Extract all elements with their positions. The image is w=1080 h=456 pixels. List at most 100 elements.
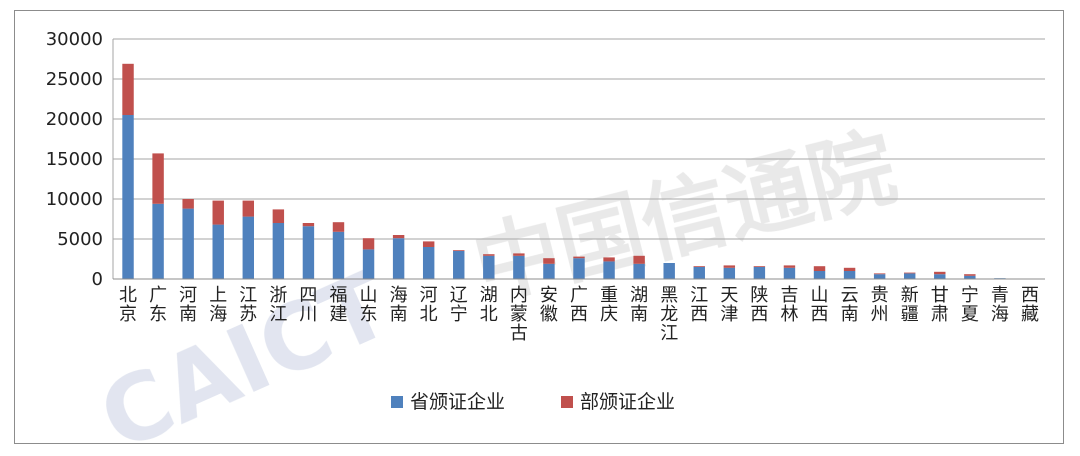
y-axis: 0 5000 10000 15000 20000 25000 30000: [46, 29, 114, 290]
bar-segment-provincial: [723, 267, 736, 279]
bar-segment-provincial: [934, 274, 946, 279]
bar-segment-ministry: [152, 153, 164, 204]
watermark-logo: CAICT: [85, 251, 406, 445]
bar-segment-ministry: [573, 256, 585, 259]
bar-segment-ministry: [513, 253, 525, 256]
bar-segment-provincial: [483, 255, 495, 279]
legend-label: 省颁证企业: [410, 391, 505, 413]
x-tick-label: 北京: [119, 285, 137, 325]
legend-swatch: [391, 396, 403, 408]
y-tick-label: 15000: [46, 149, 103, 170]
x-tick-label: 福建: [329, 285, 347, 325]
x-tick-label: 陕西: [750, 285, 768, 325]
bar-segment-ministry: [603, 257, 615, 262]
bar-segment-provincial: [633, 263, 645, 279]
x-tick-label: 湖北: [480, 285, 498, 325]
bar-segment-provincial: [843, 271, 856, 279]
x-tick-label: 辽宁: [450, 285, 468, 325]
bar-segment-ministry: [723, 265, 736, 268]
bar-segment-ministry: [362, 238, 375, 250]
bar-segment-ministry: [483, 254, 495, 256]
bars: [122, 63, 1006, 279]
bar-segment-provincial: [813, 271, 826, 279]
bar-segment-ministry: [302, 223, 315, 227]
bar-segment-provincial: [392, 238, 405, 279]
y-tick-label: 5000: [57, 229, 103, 250]
bar-segment-provincial: [603, 261, 615, 279]
bar-segment-provincial: [182, 208, 194, 279]
bar-segment-ministry: [783, 265, 796, 268]
x-tick-label: 天津: [720, 285, 738, 325]
bar-segment-ministry: [272, 209, 285, 223]
bar-segment-provincial: [543, 263, 555, 279]
bar-segment-ministry: [903, 272, 916, 274]
bar-segment-ministry: [242, 200, 255, 217]
bar-segment-ministry: [964, 274, 976, 276]
x-tick-label: 贵州: [871, 285, 889, 325]
x-tick-label: 江苏: [239, 285, 257, 325]
x-tick-label: 浙江: [269, 285, 287, 325]
bar-segment-ministry: [873, 273, 886, 275]
x-tick-label: 海南: [390, 285, 408, 325]
y-tick-label: 20000: [46, 109, 103, 130]
bar-segment-provincial: [513, 255, 525, 279]
x-tick-label: 湖南: [630, 285, 648, 325]
bar-segment-provincial: [753, 267, 766, 279]
bar-segment-provincial: [212, 224, 224, 279]
x-tick-label: 广西: [570, 285, 588, 325]
bar-segment-ministry: [813, 266, 826, 271]
x-tick-label: 青海: [991, 285, 1009, 325]
bar-segment-ministry: [453, 250, 465, 251]
bar-segment-provincial: [272, 223, 285, 279]
x-tick-label: 黑龙江: [660, 285, 678, 344]
x-tick-label: 吉林: [780, 285, 798, 325]
x-tick-label: 甘肃: [931, 285, 949, 325]
x-tick-label: 云南: [841, 285, 859, 325]
bar-segment-ministry: [693, 266, 705, 267]
legend-swatch: [561, 396, 573, 408]
x-tick-label: 安徽: [540, 285, 558, 325]
bar-segment-ministry: [753, 266, 766, 267]
bar-segment-provincial: [362, 249, 375, 279]
x-tick-label: 四川: [299, 285, 317, 325]
bar-segment-provincial: [693, 267, 705, 279]
x-tick-label: 河北: [420, 285, 438, 325]
y-tick-label: 25000: [46, 69, 103, 90]
x-tick-label: 西藏: [1021, 285, 1039, 325]
bar-segment-provincial: [663, 263, 675, 279]
x-tick-label: 山东: [360, 285, 378, 325]
x-tick-label: 广东: [149, 285, 167, 325]
bar-segment-provincial: [783, 267, 796, 279]
bar-segment-ministry: [633, 255, 645, 264]
bar-segment-ministry: [332, 222, 345, 232]
bar-segment-provincial: [242, 216, 255, 279]
bar-segment-provincial: [964, 275, 976, 279]
bar-segment-provincial: [332, 231, 345, 279]
legend: 省颁证企业 部颁证企业: [391, 391, 675, 413]
x-tick-label: 江西: [690, 285, 708, 325]
bar-segment-ministry: [392, 235, 405, 239]
bar-segment-provincial: [903, 273, 916, 279]
x-tick-label: 内蒙古: [510, 285, 528, 344]
x-tick-label: 山西: [811, 285, 829, 325]
x-axis: 北京广东河南上海江苏浙江四川福建山东海南河北辽宁湖北内蒙古安徽广西重庆湖南黑龙江…: [113, 278, 1045, 344]
y-tick-label: 10000: [46, 189, 103, 210]
x-tick-label: 宁夏: [961, 285, 979, 325]
bar-segment-ministry: [212, 200, 224, 225]
y-tick-label: 30000: [46, 29, 103, 50]
watermark-text: 中国信通院: [464, 117, 905, 318]
x-tick-label: 上海: [209, 285, 227, 325]
bar-segment-provincial: [122, 115, 134, 279]
bar-segment-ministry: [543, 258, 555, 264]
bar-segment-ministry: [843, 267, 856, 271]
x-tick-label: 新疆: [901, 285, 919, 325]
legend-label: 部颁证企业: [580, 391, 675, 413]
bar-segment-provincial: [453, 251, 465, 279]
bar-segment-provincial: [152, 203, 164, 279]
bar-segment-ministry: [122, 63, 134, 115]
bar-segment-provincial: [302, 226, 315, 279]
y-tick-label: 0: [92, 269, 103, 290]
stacked-bar-chart: CAICT 中国信通院 0 5000 10000 15000 20000 25000 300…: [46, 29, 1045, 445]
x-tick-label: 河南: [179, 285, 197, 325]
chart-frame: CAICT 中国信通院 0 5000 10000 15000 20000 25000 300…: [14, 10, 1064, 445]
